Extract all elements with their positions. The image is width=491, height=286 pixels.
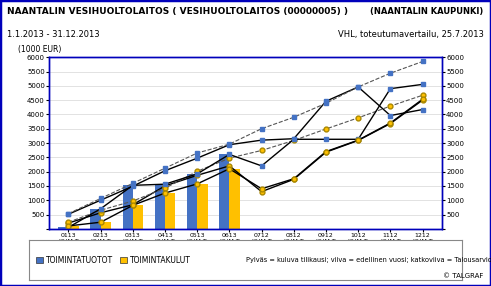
Bar — [229, 169, 240, 229]
Bar — [155, 184, 165, 229]
Bar — [187, 174, 197, 229]
Bar — [219, 154, 229, 229]
Bar — [101, 222, 111, 229]
Bar — [123, 185, 133, 229]
Text: © TALGRAF: © TALGRAF — [443, 273, 484, 279]
Text: VHL, toteutumavertailu, 25.7.2013: VHL, toteutumavertailu, 25.7.2013 — [338, 30, 484, 39]
Text: NAANTALIN VESIHUOLTOLAITOS ( VESIHUOLTOLAITOS (00000005) ): NAANTALIN VESIHUOLTOLAITOS ( VESIHUOLTOL… — [7, 7, 349, 16]
Text: (NAANTALIN KAUPUNKI): (NAANTALIN KAUPUNKI) — [370, 7, 484, 16]
Bar — [90, 209, 101, 229]
Text: Pylväs = kuluva tilikausi; viiva = edellinen vuosi; katkoviiva = Talousarvio: Pylväs = kuluva tilikausi; viiva = edell… — [246, 257, 491, 263]
Legend: TOIMINTATUOTOT, TOIMINTAKULUT: TOIMINTATUOTOT, TOIMINTAKULUT — [33, 253, 193, 267]
Text: 1.1.2013 - 31.12.2013: 1.1.2013 - 31.12.2013 — [7, 30, 100, 39]
Bar — [58, 227, 68, 229]
Bar — [197, 184, 208, 229]
Text: (1000 EUR): (1000 EUR) — [18, 45, 61, 54]
Bar — [165, 193, 175, 229]
Bar — [133, 205, 143, 229]
Bar — [68, 226, 79, 229]
